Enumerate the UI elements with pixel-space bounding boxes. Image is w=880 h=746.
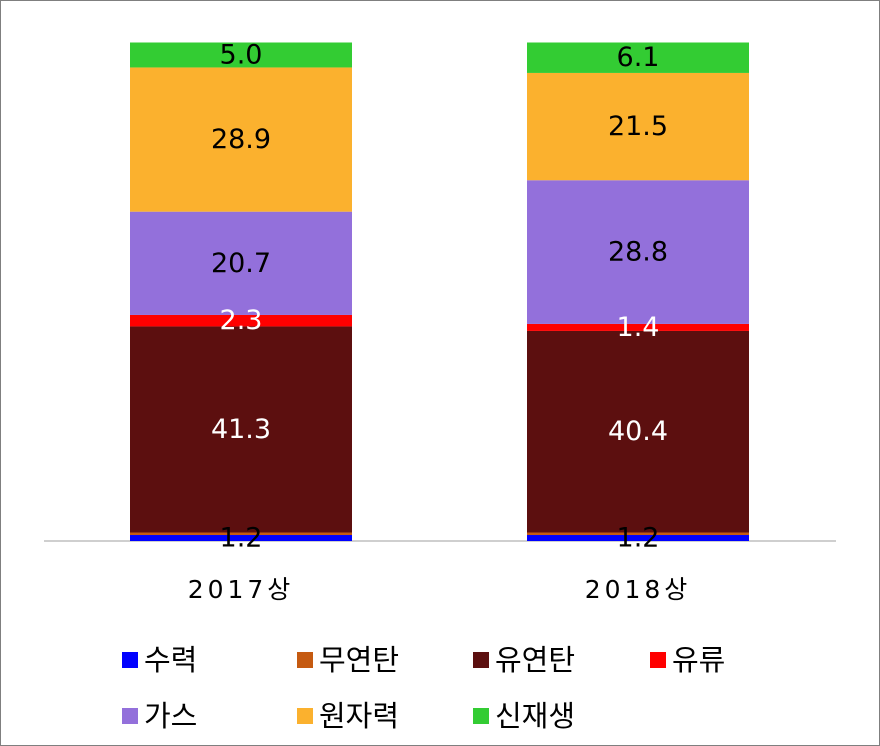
bar-segment-신재생-2018상 xyxy=(527,42,749,73)
bar-segment-가스-2017상 xyxy=(130,211,352,315)
x-tick-label: 2018상 xyxy=(585,575,692,604)
x-tick-label: 2017상 xyxy=(188,575,295,604)
bar-segment-유연탄-2017상 xyxy=(130,326,352,533)
bar-segment-무연탄-2017상 xyxy=(130,532,352,536)
legend-swatch xyxy=(122,708,138,724)
data-label-유연탄-2017상: 41.3 xyxy=(211,414,271,445)
data-label-유연탄-2018상: 40.4 xyxy=(608,416,668,447)
legend-item-무연탄: 무연탄 xyxy=(297,640,399,680)
bar-segment-원자력-2017상 xyxy=(130,67,352,212)
legend-item-유류: 유류 xyxy=(650,640,725,680)
bar-segment-가스-2018상 xyxy=(527,180,749,324)
data-label-유류-2017상: 2.3 xyxy=(220,305,263,336)
legend-label: 가스 xyxy=(144,698,198,733)
legend-swatch xyxy=(297,708,313,724)
legend-item-수력: 수력 xyxy=(122,640,197,680)
legend-item-가스: 가스 xyxy=(122,696,197,736)
legend-item-유연탄: 유연탄 xyxy=(473,640,575,680)
legend-swatch xyxy=(473,708,489,724)
bar-segment-무연탄-2018상 xyxy=(527,532,749,536)
legend-label: 유연탄 xyxy=(495,642,576,677)
bar-segment-원자력-2018상 xyxy=(527,72,749,181)
data-label-가스-2018상: 28.8 xyxy=(608,237,668,268)
data-label-원자력-2018상: 21.5 xyxy=(608,111,668,142)
data-label-유류-2018상: 1.4 xyxy=(617,312,660,343)
data-label-가스-2017상: 20.7 xyxy=(211,248,271,279)
legend-label: 수력 xyxy=(144,642,198,677)
legend-label: 무연탄 xyxy=(319,642,400,677)
legend-item-원자력: 원자력 xyxy=(297,696,399,736)
legend-swatch xyxy=(473,652,489,668)
legend-label: 유류 xyxy=(672,642,726,677)
data-label-원자력-2017상: 28.9 xyxy=(211,124,271,155)
bar-segment-수력-2017상 xyxy=(130,535,352,541)
bar-segment-유류-2017상 xyxy=(130,314,352,327)
bar-segment-신재생-2017상 xyxy=(130,42,352,68)
data-label-수력-2017상: 1.2 xyxy=(220,523,263,554)
legend-swatch xyxy=(297,652,313,668)
legend-item-신재생: 신재생 xyxy=(473,696,575,736)
data-label-신재생-2018상: 6.1 xyxy=(617,42,660,73)
legend-label: 원자력 xyxy=(319,698,400,733)
data-label-수력-2018상: 1.2 xyxy=(617,523,660,554)
bar-segment-유류-2018상 xyxy=(527,323,749,331)
bar-segment-수력-2018상 xyxy=(527,535,749,541)
legend-label: 신재생 xyxy=(495,698,576,733)
bar-segment-유연탄-2018상 xyxy=(527,330,749,533)
stacked-bar-chart: 1.2 41.3 2.3 20.7 28.9 5.0 2017상 1.2 40.4 1.4 28.8… xyxy=(44,39,836,604)
data-label-신재생-2017상: 5.0 xyxy=(220,39,263,70)
legend-swatch xyxy=(650,652,666,668)
legend-swatch xyxy=(122,652,138,668)
